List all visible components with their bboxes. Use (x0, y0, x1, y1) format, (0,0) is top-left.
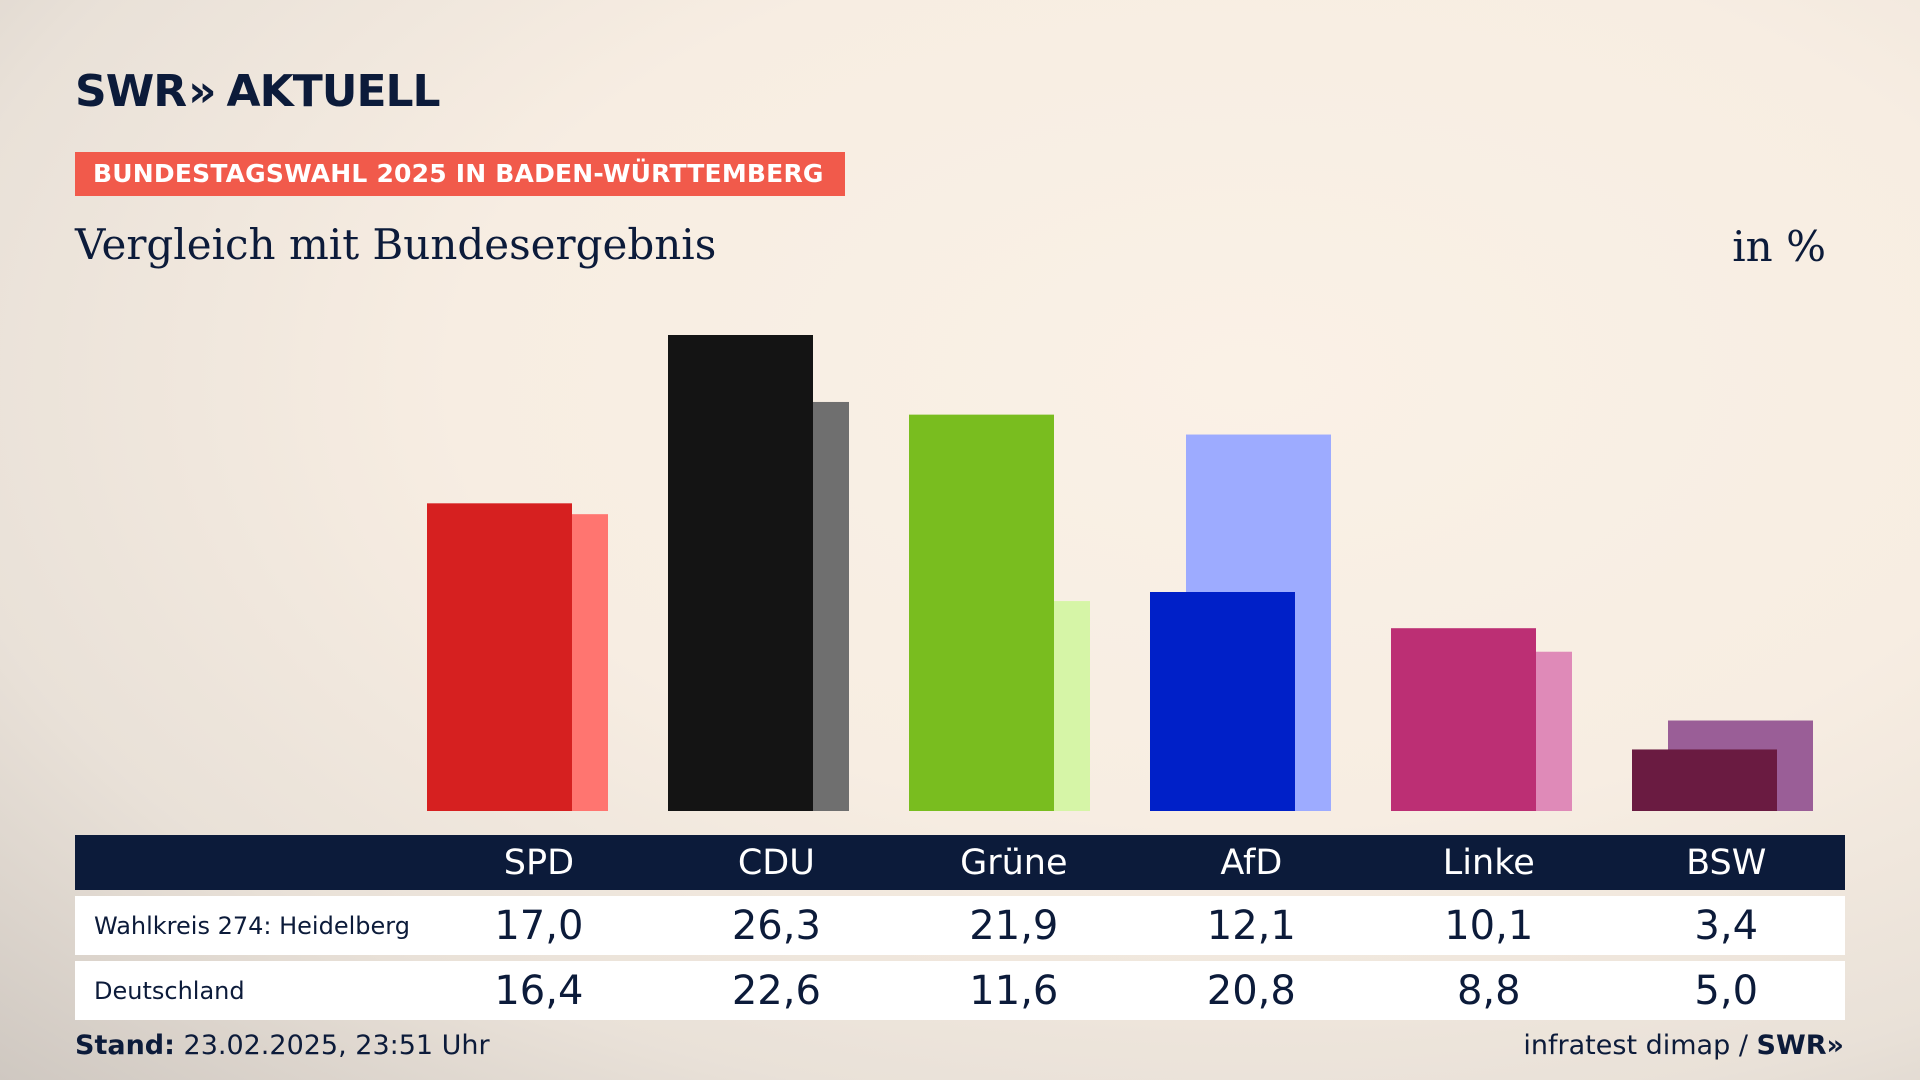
logo-aktuell-text: AKTUELL (226, 66, 441, 117)
row-label: Deutschland (94, 976, 245, 1005)
value-cell: 16,4 (494, 967, 584, 1014)
stand-label: Stand: (75, 1030, 175, 1061)
timestamp: Stand: 23.02.2025, 23:51 Uhr (75, 1030, 490, 1061)
row-label: Wahlkreis 274: Heidelberg (94, 911, 410, 940)
bar-afd-wahlkreis (1150, 592, 1295, 811)
logo-swr-text: SWR (75, 66, 187, 117)
results-table: SPD CDU Grüne AfD Linke BSW Wahlkreis 27… (75, 835, 1845, 1020)
value-cell: 12,1 (1206, 902, 1296, 949)
bar-spd-wahlkreis (427, 503, 572, 811)
value-cell: 10,1 (1444, 902, 1534, 949)
table-row-heidelberg: Wahlkreis 274: Heidelberg 17,0 26,3 21,9… (75, 896, 1845, 955)
party-header-afd: AfD (1220, 842, 1283, 883)
election-kicker: BUNDESTAGSWAHL 2025 IN BADEN-WÜRTTEMBERG (75, 152, 845, 196)
unit-label: in % (1732, 222, 1826, 271)
logo-arrows-icon: » (188, 66, 217, 117)
bar-linke-wahlkreis (1391, 628, 1536, 811)
value-cell: 22,6 (731, 967, 821, 1014)
value-cell: 17,0 (494, 902, 584, 949)
value-cell: 20,8 (1206, 967, 1296, 1014)
party-header-spd: SPD (503, 842, 575, 883)
value-cell: 11,6 (969, 967, 1059, 1014)
bar-chart (427, 335, 1813, 811)
chart-title: Vergleich mit Bundesergebnis (75, 220, 717, 269)
table-header: SPD CDU Grüne AfD Linke BSW (75, 835, 1845, 890)
party-header-linke: Linke (1442, 842, 1535, 883)
header-spacer (75, 835, 420, 890)
stand-value: 23.02.2025, 23:51 Uhr (183, 1030, 490, 1061)
bar-bsw-wahlkreis (1632, 749, 1777, 811)
table-row-deutschland: Deutschland 16,4 22,6 11,6 20,8 8,8 5,0 (75, 961, 1845, 1020)
value-cell: 3,4 (1694, 902, 1759, 949)
party-header-bsw: BSW (1686, 842, 1767, 883)
value-cell: 5,0 (1694, 967, 1759, 1014)
bar-gruene-wahlkreis (909, 414, 1054, 811)
source-credit: infratest dimap / SWR» (1523, 1030, 1844, 1061)
swr-logo-small: SWR» (1756, 1030, 1844, 1061)
bar-cdu-wahlkreis (668, 335, 813, 811)
source-text: infratest dimap / (1523, 1030, 1748, 1061)
value-cell: 8,8 (1456, 967, 1521, 1014)
party-header-gruene: Grüne (960, 842, 1068, 883)
party-header-cdu: CDU (737, 842, 815, 883)
value-cell: 26,3 (731, 902, 821, 949)
swr-aktuell-logo: SWR» AKTUELL (75, 66, 441, 117)
value-cell: 21,9 (969, 902, 1059, 949)
